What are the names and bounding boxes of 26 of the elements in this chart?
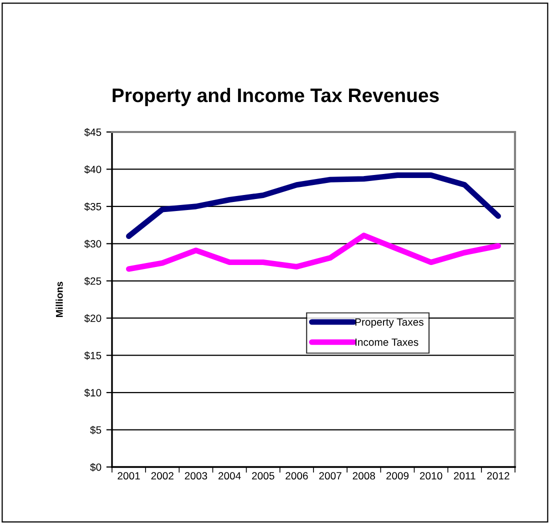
x-tick-label: 2011: [454, 472, 476, 480]
y-tick-label: $10: [84, 388, 102, 398]
y-tick-label: $0: [90, 463, 102, 472]
y-tick-label: $30: [84, 240, 102, 248]
x-tick-label: 2010: [420, 472, 442, 480]
y-tick-label: $15: [84, 351, 102, 360]
chart-title: Property and Income Tax Revenues: [112, 88, 439, 106]
y-tick-label: $5: [90, 426, 102, 434]
x-tick-label: 2001: [118, 472, 140, 480]
y-tick-label: $45: [84, 128, 102, 136]
legend-label: Income Taxes: [355, 338, 418, 346]
y-tick-label: $35: [84, 202, 102, 211]
x-tick-label: 2008: [352, 472, 376, 480]
x-tick-label: 2009: [386, 472, 409, 480]
x-tick-label: 2003: [184, 472, 208, 480]
y-axis-title: Millions: [56, 282, 63, 317]
y-tick-label: $25: [84, 276, 102, 286]
x-tick-label: 2006: [286, 472, 308, 480]
legend-label: Property Taxes: [355, 318, 424, 328]
y-tick-label: $20: [84, 314, 102, 323]
x-tick-label: 2005: [252, 472, 274, 480]
x-tick-label: 2004: [218, 472, 241, 480]
x-tick-label: 2002: [151, 472, 174, 480]
x-tick-label: 2012: [487, 472, 510, 480]
x-tick-label: 2007: [319, 472, 342, 480]
y-tick-label: $40: [84, 165, 102, 174]
